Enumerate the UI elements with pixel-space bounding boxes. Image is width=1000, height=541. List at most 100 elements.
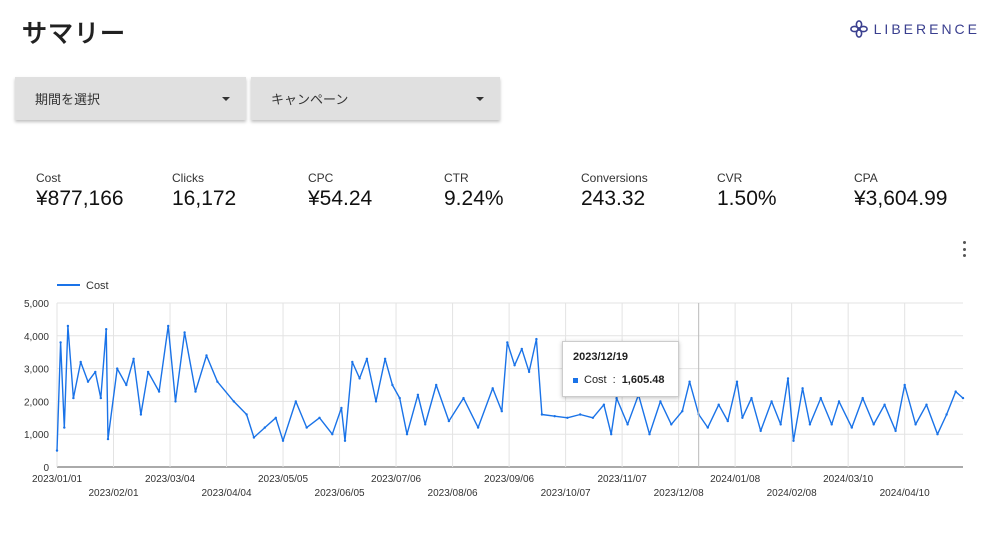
x-tick-label: 2023/05/05 xyxy=(258,474,308,485)
data-point xyxy=(447,419,451,423)
kpi-value: ¥54.24 xyxy=(308,187,373,210)
data-point xyxy=(424,423,427,426)
tooltip-colon: : xyxy=(612,374,616,386)
data-point xyxy=(476,426,480,429)
data-point xyxy=(659,400,662,403)
tooltip-swatch xyxy=(573,377,578,383)
kpi-cpa: CPA ¥3,604.99 xyxy=(854,171,947,211)
data-point xyxy=(72,396,75,400)
data-point xyxy=(99,396,103,400)
data-point xyxy=(281,439,285,442)
data-point xyxy=(801,387,804,390)
tooltip-date: 2023/12/19 xyxy=(573,351,629,363)
data-point xyxy=(205,354,208,357)
data-point xyxy=(513,364,516,367)
kpi-row: Cost ¥877,166 Clicks 16,172 CPC ¥54.24 C… xyxy=(36,171,976,221)
data-point xyxy=(340,406,343,410)
chevron-down-icon xyxy=(222,96,230,101)
chart-tooltip: 2023/12/19 Cost: 1,605.48 xyxy=(562,341,679,397)
data-point xyxy=(139,413,143,416)
y-tick-label: 3,000 xyxy=(24,365,49,376)
kpi-cost: Cost ¥877,166 xyxy=(36,171,124,211)
data-point xyxy=(405,433,409,436)
kpi-ctr: CTR 9.24% xyxy=(444,171,504,211)
data-point xyxy=(216,380,219,383)
y-tick-label: 2,000 xyxy=(24,397,49,408)
data-point xyxy=(819,396,822,400)
kpi-label: CPC xyxy=(308,171,334,185)
data-point xyxy=(383,357,387,360)
x-tick-label: 2023/11/07 xyxy=(597,474,647,485)
tooltip-row: Cost: 1,605.48 xyxy=(573,374,665,386)
data-point xyxy=(358,377,361,380)
data-point xyxy=(294,400,297,403)
data-point xyxy=(830,423,833,426)
data-point xyxy=(274,416,277,419)
data-point xyxy=(116,367,119,370)
kpi-label: Cost xyxy=(36,171,61,185)
data-point xyxy=(717,403,720,406)
data-point xyxy=(318,416,321,419)
data-point xyxy=(741,416,744,419)
data-point xyxy=(174,400,177,403)
data-point xyxy=(591,416,595,419)
data-point xyxy=(416,393,420,396)
data-point xyxy=(63,426,66,429)
x-tick-label: 2023/06/05 xyxy=(315,488,365,499)
data-point xyxy=(726,419,729,423)
data-point xyxy=(872,423,875,426)
more-vert-icon[interactable] xyxy=(958,241,970,257)
period-select[interactable]: 期間を選択 xyxy=(15,77,246,120)
data-point xyxy=(527,370,531,374)
brand-logo: LIBERENCE xyxy=(849,20,980,38)
period-select-label: 期間を選択 xyxy=(35,92,101,107)
x-tick-label: 2024/02/08 xyxy=(767,488,817,499)
kpi-value: 16,172 xyxy=(172,187,237,210)
x-tick-label: 2024/04/10 xyxy=(880,488,930,499)
y-tick-label: 0 xyxy=(43,463,49,474)
data-point xyxy=(903,383,906,387)
x-tick-label: 2023/04/04 xyxy=(202,488,252,499)
data-point xyxy=(535,337,538,341)
x-tick-label: 2023/12/08 xyxy=(654,488,704,499)
kpi-label: CPA xyxy=(854,171,878,185)
campaign-select[interactable]: キャンペーン xyxy=(251,77,500,120)
data-point xyxy=(540,413,544,416)
y-tick-label: 1,000 xyxy=(24,430,49,441)
data-point xyxy=(331,433,334,436)
brand-name: LIBERENCE xyxy=(873,21,980,37)
data-point xyxy=(252,436,256,439)
data-point xyxy=(59,341,62,344)
data-point xyxy=(106,437,110,441)
kpi-value: 9.24% xyxy=(444,187,504,210)
data-point xyxy=(759,429,762,433)
chevron-down-icon xyxy=(476,96,484,101)
data-point xyxy=(391,383,394,387)
data-point xyxy=(615,396,618,400)
data-point xyxy=(936,433,939,436)
x-tick-label: 2023/10/07 xyxy=(541,488,591,499)
x-tick-label: 2023/09/06 xyxy=(484,474,534,485)
data-point xyxy=(232,400,235,403)
data-point xyxy=(263,426,266,429)
data-point xyxy=(602,403,606,406)
data-point xyxy=(125,383,128,387)
data-point xyxy=(954,390,957,393)
x-tick-label: 2023/02/01 xyxy=(88,488,138,499)
tooltip-series: Cost xyxy=(584,374,607,386)
data-point xyxy=(374,400,378,403)
data-point xyxy=(66,324,70,328)
data-point xyxy=(706,426,709,429)
data-point xyxy=(305,426,308,429)
kpi-value: 1.50% xyxy=(717,187,777,210)
kpi-label: Conversions xyxy=(581,171,648,185)
kpi-label: CTR xyxy=(444,171,469,185)
kpi-clicks: Clicks 16,172 xyxy=(172,171,236,211)
kpi-cpc: CPC ¥54.24 xyxy=(308,171,372,211)
data-point xyxy=(506,341,509,344)
tooltip-value: 1,605.48 xyxy=(621,374,665,386)
data-point xyxy=(157,390,161,393)
data-point xyxy=(688,380,691,383)
legend-label: Cost xyxy=(86,280,109,292)
data-point xyxy=(245,413,248,416)
